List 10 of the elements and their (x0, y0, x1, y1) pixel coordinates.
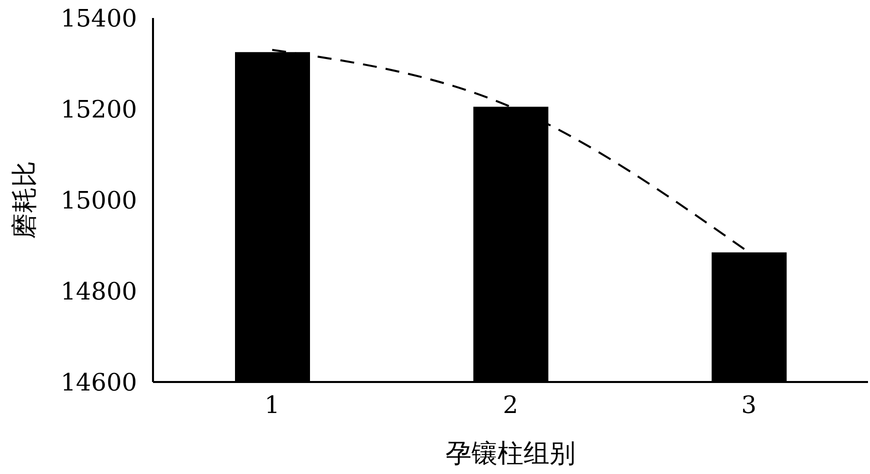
y-axis-title: 磨耗比 (10, 161, 40, 239)
y-tick-label: 15400 (60, 4, 137, 33)
x-tick-label: 3 (741, 391, 756, 420)
x-tick-label: 1 (264, 391, 280, 420)
y-tick-label: 15000 (60, 186, 137, 215)
x-tick-label: 2 (502, 391, 518, 420)
y-tick-label: 14800 (60, 278, 137, 306)
y-tick-label: 15200 (60, 96, 137, 124)
y-tick-label: 14600 (60, 368, 137, 397)
x-axis-title: 孕镶柱组别 (446, 439, 576, 469)
